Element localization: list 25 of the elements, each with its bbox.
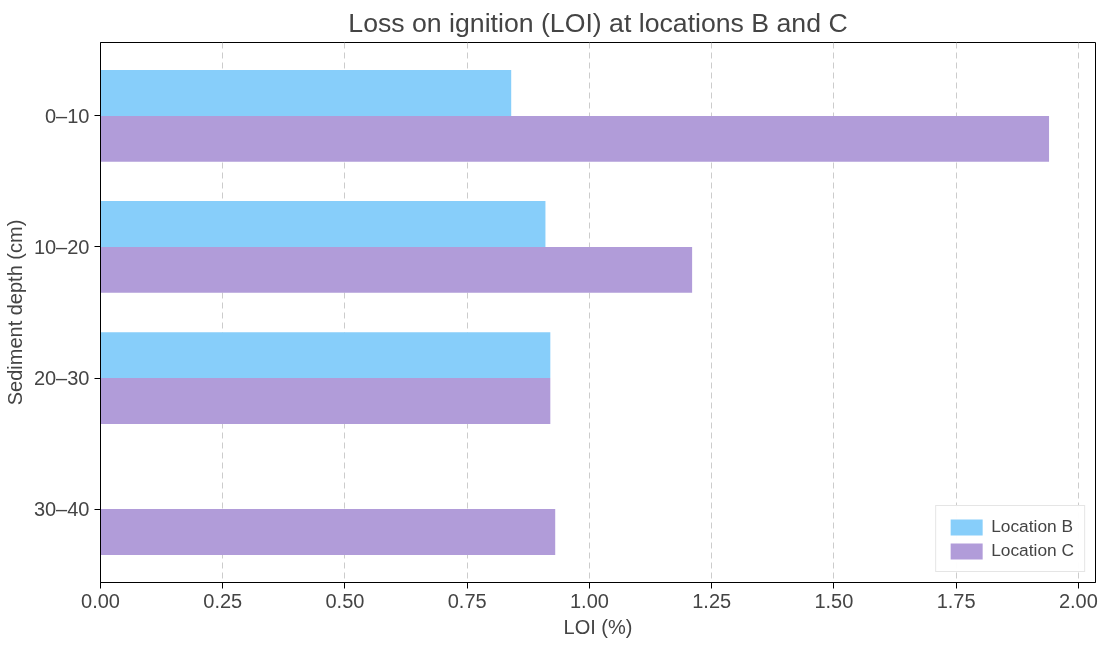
x-axis-title: LOI (%) xyxy=(563,615,633,638)
x-tick-label: 1.25 xyxy=(692,589,732,612)
y-tick-label: 10–20 xyxy=(33,235,90,258)
x-tick-label: 0.75 xyxy=(447,589,487,612)
x-tick-label: 1.00 xyxy=(569,589,609,612)
legend-label: Location B xyxy=(991,516,1074,537)
y-axis-title: Sediment depth (cm) xyxy=(3,219,26,406)
legend-label: Location C xyxy=(991,540,1074,561)
y-tick-label: 30–40 xyxy=(33,498,90,521)
x-tick-label: 0.50 xyxy=(325,589,365,612)
x-tick-label: 1.50 xyxy=(814,589,854,612)
bar xyxy=(100,115,1050,162)
bar xyxy=(100,201,546,247)
x-tick-label: 0.25 xyxy=(203,589,243,612)
x-tick-label: 1.75 xyxy=(936,589,976,612)
bar xyxy=(100,70,512,116)
x-tick-label: 2.00 xyxy=(1058,589,1098,612)
bar xyxy=(100,378,551,424)
y-tick-label: 20–30 xyxy=(33,367,90,390)
bar xyxy=(100,246,693,293)
bar xyxy=(100,332,551,379)
y-tick-label: 0–10 xyxy=(45,104,90,127)
bar xyxy=(100,509,556,555)
x-tick-label: 0.00 xyxy=(81,589,120,612)
chart-title: Loss on ignition (LOI) at locations B and C xyxy=(348,7,848,38)
